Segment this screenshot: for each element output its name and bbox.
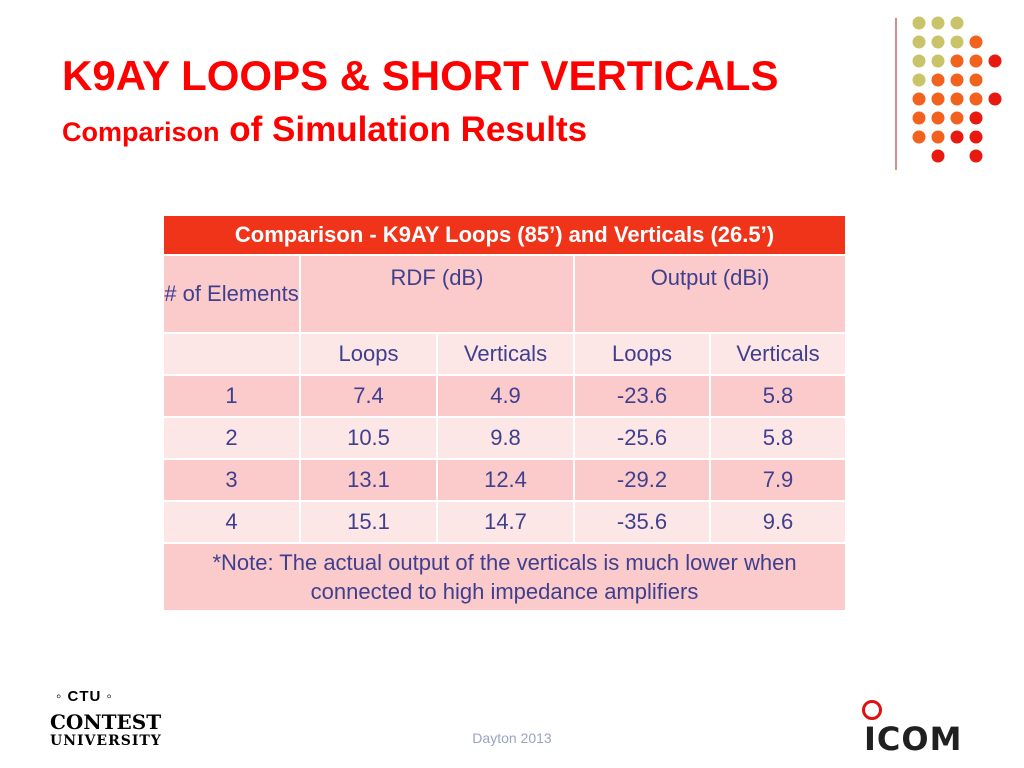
decorative-dot [912, 16, 926, 30]
decorative-dot [950, 16, 964, 30]
table-row: 3 13.1 12.4 -29.2 7.9 [162, 458, 847, 502]
cell-output-verticals: 7.9 [709, 458, 847, 502]
contest-university-logo: ◦ CTU ◦ CONTEST UNIVERSITY [50, 688, 162, 749]
header-elements: # of Elements [162, 254, 301, 334]
cell-output-verticals: 5.8 [709, 416, 847, 460]
decorative-dot [931, 130, 945, 144]
decorative-dot [969, 111, 983, 125]
cell-output-verticals: 5.8 [709, 374, 847, 418]
icom-logo-text: ICOM [864, 720, 963, 758]
decorative-dot [950, 130, 964, 144]
cell-rdf-verticals: 9.8 [436, 416, 575, 460]
header-output: Output (dBi) [573, 254, 847, 334]
decorative-dot [931, 16, 945, 30]
ctu-university-text: UNIVERSITY [50, 733, 162, 749]
cell-rdf-loops: 10.5 [299, 416, 438, 460]
decorative-dot [931, 73, 945, 87]
cell-rdf-verticals: 14.7 [436, 500, 575, 544]
decorative-dot [988, 92, 1002, 106]
slide-title: K9AY LOOPS & SHORT VERTICALS [62, 52, 779, 99]
cell-rdf-verticals: 12.4 [436, 458, 575, 502]
decorative-dot [950, 92, 964, 106]
table-row: 4 15.1 14.7 -35.6 9.6 [162, 500, 847, 544]
icom-ring-icon [862, 700, 882, 720]
decorative-dot [969, 35, 983, 49]
decorative-dot [912, 92, 926, 106]
decorative-dot [950, 54, 964, 68]
cell-rdf-loops: 7.4 [299, 374, 438, 418]
cell-rdf-loops: 15.1 [299, 500, 438, 544]
decorative-dot [931, 149, 945, 163]
ctu-badge: ◦ CTU ◦ [56, 688, 113, 705]
table-note: *Note: The actual output of the vertical… [162, 542, 847, 612]
cell-output-loops: -25.6 [573, 416, 711, 460]
subheader-output-verticals: Verticals [709, 332, 847, 376]
subtitle-part-comparison: Comparison [62, 117, 220, 147]
decorative-dot [969, 130, 983, 144]
cell-rdf-loops: 13.1 [299, 458, 438, 502]
decorative-dot [969, 149, 983, 163]
decorative-dot [931, 35, 945, 49]
cell-output-loops: -23.6 [573, 374, 711, 418]
cell-output-loops: -29.2 [573, 458, 711, 502]
subheader-blank [162, 332, 301, 376]
cell-elements: 3 [162, 458, 301, 502]
cell-output-verticals: 9.6 [709, 500, 847, 544]
decorative-dot [969, 73, 983, 87]
table-row: 1 7.4 4.9 -23.6 5.8 [162, 374, 847, 418]
decorative-dot [988, 54, 1002, 68]
decorative-dot [950, 111, 964, 125]
decorative-dot [912, 35, 926, 49]
comparison-table: Comparison - K9AY Loops (85’) and Vertic… [162, 214, 847, 612]
table-row: 2 10.5 9.8 -25.6 5.8 [162, 416, 847, 460]
subtitle-part-results: of Simulation Results [219, 110, 588, 149]
subheader-output-loops: Loops [573, 332, 711, 376]
cell-rdf-verticals: 4.9 [436, 374, 575, 418]
cell-elements: 2 [162, 416, 301, 460]
decorative-divider-line [895, 18, 897, 170]
header-rdf: RDF (dB) [299, 254, 575, 334]
decorative-dot [931, 92, 945, 106]
decorative-dot [969, 54, 983, 68]
decorative-dot [931, 54, 945, 68]
decorative-dot [912, 54, 926, 68]
footer-text: Dayton 2013 [472, 730, 552, 746]
subheader-rdf-loops: Loops [299, 332, 438, 376]
decorative-dot [969, 92, 983, 106]
ctu-contest-text: CONTEST [50, 710, 162, 734]
decorative-dot [931, 111, 945, 125]
subheader-rdf-verticals: Verticals [436, 332, 575, 376]
cell-elements: 4 [162, 500, 301, 544]
decorative-dot [912, 73, 926, 87]
slide-subtitle: Comparison of Simulation Results [62, 108, 587, 159]
decorative-dot [912, 130, 926, 144]
cell-output-loops: -35.6 [573, 500, 711, 544]
decorative-dot [912, 111, 926, 125]
decorative-dot [950, 35, 964, 49]
decorative-dot [950, 73, 964, 87]
table-caption: Comparison - K9AY Loops (85’) and Vertic… [162, 214, 847, 256]
cell-elements: 1 [162, 374, 301, 418]
